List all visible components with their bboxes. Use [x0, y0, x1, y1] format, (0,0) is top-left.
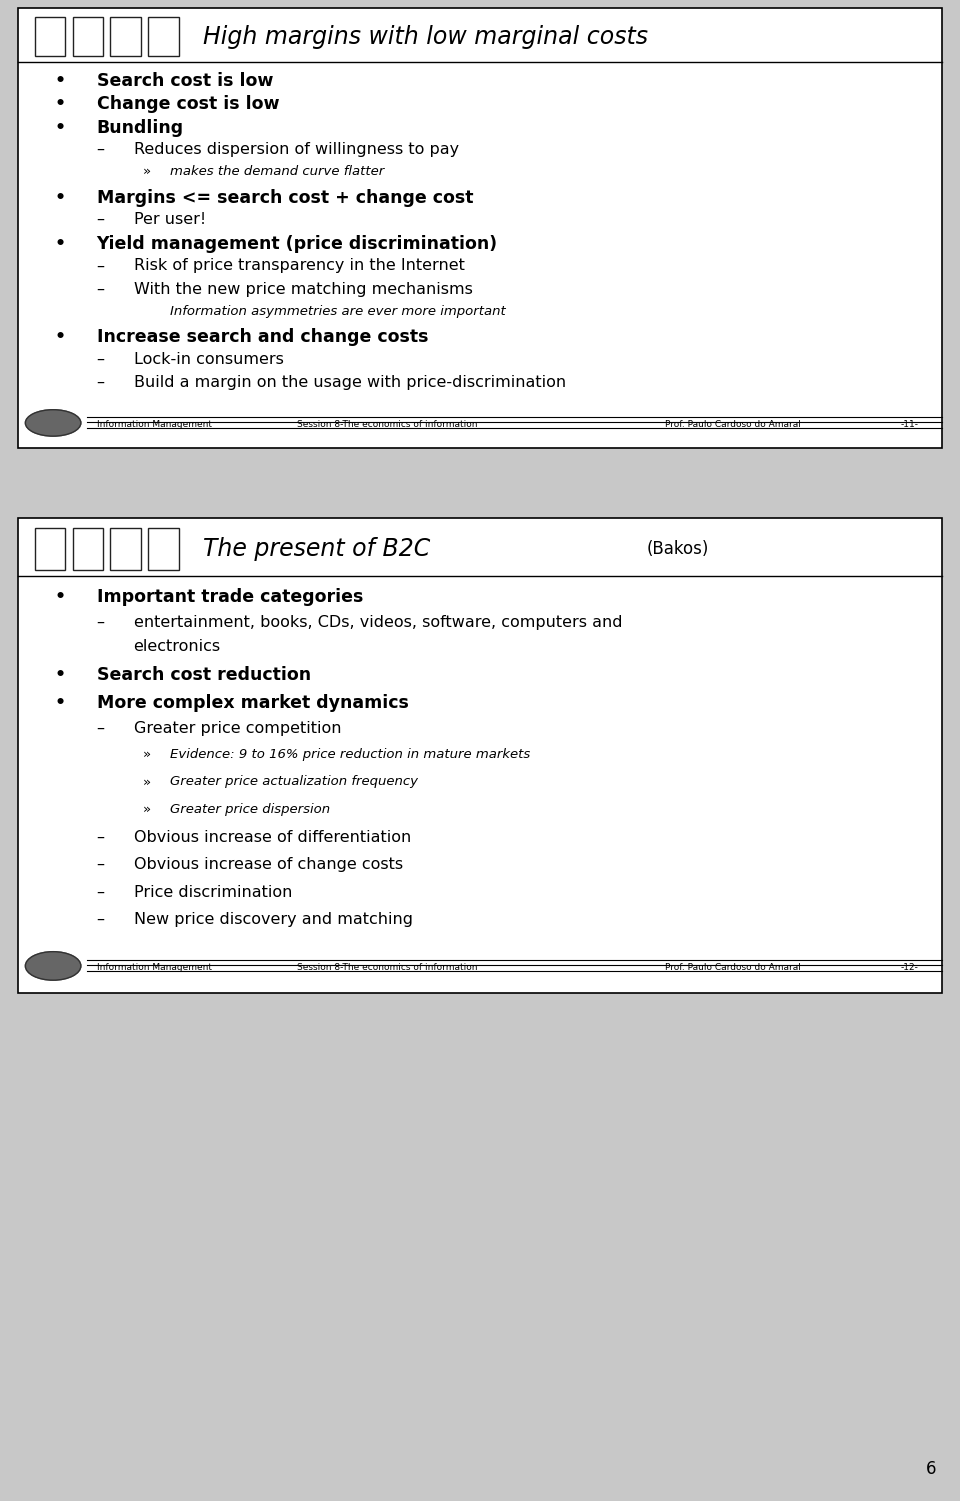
Text: Greater price actualization frequency: Greater price actualization frequency [171, 776, 419, 788]
Text: •: • [55, 236, 66, 254]
Text: –: – [97, 720, 105, 735]
Text: –: – [97, 375, 105, 390]
Text: •: • [55, 96, 66, 114]
Text: •: • [55, 693, 66, 711]
Text: -12-: -12- [901, 964, 919, 973]
Circle shape [25, 952, 81, 980]
Text: »: » [143, 776, 151, 788]
Text: Increase search and change costs: Increase search and change costs [97, 329, 428, 347]
Text: •: • [55, 72, 66, 90]
Text: Price discrimination: Price discrimination [133, 884, 292, 899]
Text: 6: 6 [925, 1460, 936, 1478]
Bar [110, 17, 141, 57]
Text: •: • [55, 189, 66, 207]
Text: Obvious increase of differentiation: Obvious increase of differentiation [133, 830, 411, 845]
Text: Yield management (price discrimination): Yield management (price discrimination) [97, 236, 497, 254]
Text: (Bakos): (Bakos) [646, 540, 708, 558]
Text: •: • [55, 666, 66, 684]
Text: Information Management: Information Management [97, 964, 211, 973]
Text: The present of B2C: The present of B2C [203, 537, 430, 561]
Text: Greater price competition: Greater price competition [133, 720, 341, 735]
Text: Evidence: 9 to 16% price reduction in mature markets: Evidence: 9 to 16% price reduction in ma… [171, 747, 531, 761]
Text: Obvious increase of change costs: Obvious increase of change costs [133, 857, 402, 872]
Text: Session 8-The economics of information: Session 8-The economics of information [298, 964, 478, 973]
Circle shape [25, 410, 81, 437]
Text: –: – [97, 830, 105, 845]
Bar [35, 527, 65, 570]
Text: •: • [55, 588, 66, 605]
Text: Prof. Paulo Cardoso do Amaral: Prof. Paulo Cardoso do Amaral [665, 420, 801, 429]
Text: –: – [97, 143, 105, 158]
Bar [148, 527, 179, 570]
Text: entertainment, books, CDs, videos, software, computers and: entertainment, books, CDs, videos, softw… [133, 615, 622, 630]
Text: Bundling: Bundling [97, 119, 183, 137]
Text: Search cost reduction: Search cost reduction [97, 666, 311, 684]
Text: More complex market dynamics: More complex market dynamics [97, 693, 408, 711]
Text: •: • [55, 329, 66, 347]
Text: –: – [97, 212, 105, 227]
Text: Search cost is low: Search cost is low [97, 72, 273, 90]
Bar [73, 17, 103, 57]
Text: Lock-in consumers: Lock-in consumers [133, 351, 283, 366]
Text: electronics: electronics [133, 639, 221, 654]
Text: Risk of price transparency in the Internet: Risk of price transparency in the Intern… [133, 258, 465, 273]
Text: –: – [97, 857, 105, 872]
Text: Reduces dispersion of willingness to pay: Reduces dispersion of willingness to pay [133, 143, 459, 158]
Bar [73, 527, 103, 570]
Bar [110, 527, 141, 570]
Text: Information Management: Information Management [97, 420, 211, 429]
Text: Prof. Paulo Cardoso do Amaral: Prof. Paulo Cardoso do Amaral [665, 964, 801, 973]
Text: Important trade categories: Important trade categories [97, 588, 363, 605]
Text: •: • [55, 119, 66, 137]
Text: High margins with low marginal costs: High margins with low marginal costs [203, 24, 648, 48]
Text: »: » [143, 803, 151, 815]
Text: Information asymmetries are ever more important: Information asymmetries are ever more im… [171, 305, 506, 318]
Text: makes the demand curve flatter: makes the demand curve flatter [171, 165, 385, 179]
Text: Margins <= search cost + change cost: Margins <= search cost + change cost [97, 189, 473, 207]
Text: New price discovery and matching: New price discovery and matching [133, 911, 413, 926]
Text: Per user!: Per user! [133, 212, 205, 227]
Text: »: » [143, 165, 151, 179]
Text: Build a margin on the usage with price-discrimination: Build a margin on the usage with price-d… [133, 375, 565, 390]
Text: –: – [97, 911, 105, 926]
Text: »: » [143, 747, 151, 761]
Text: With the new price matching mechanisms: With the new price matching mechanisms [133, 282, 472, 297]
Text: Change cost is low: Change cost is low [97, 96, 279, 114]
Text: –: – [97, 884, 105, 899]
Text: –: – [97, 258, 105, 273]
Text: Greater price dispersion: Greater price dispersion [171, 803, 330, 815]
Text: Session 8-The economics of information: Session 8-The economics of information [298, 420, 478, 429]
Text: –: – [97, 615, 105, 630]
Text: -11-: -11- [900, 420, 919, 429]
Text: –: – [97, 282, 105, 297]
Text: –: – [97, 351, 105, 366]
Bar [35, 17, 65, 57]
Bar [148, 17, 179, 57]
